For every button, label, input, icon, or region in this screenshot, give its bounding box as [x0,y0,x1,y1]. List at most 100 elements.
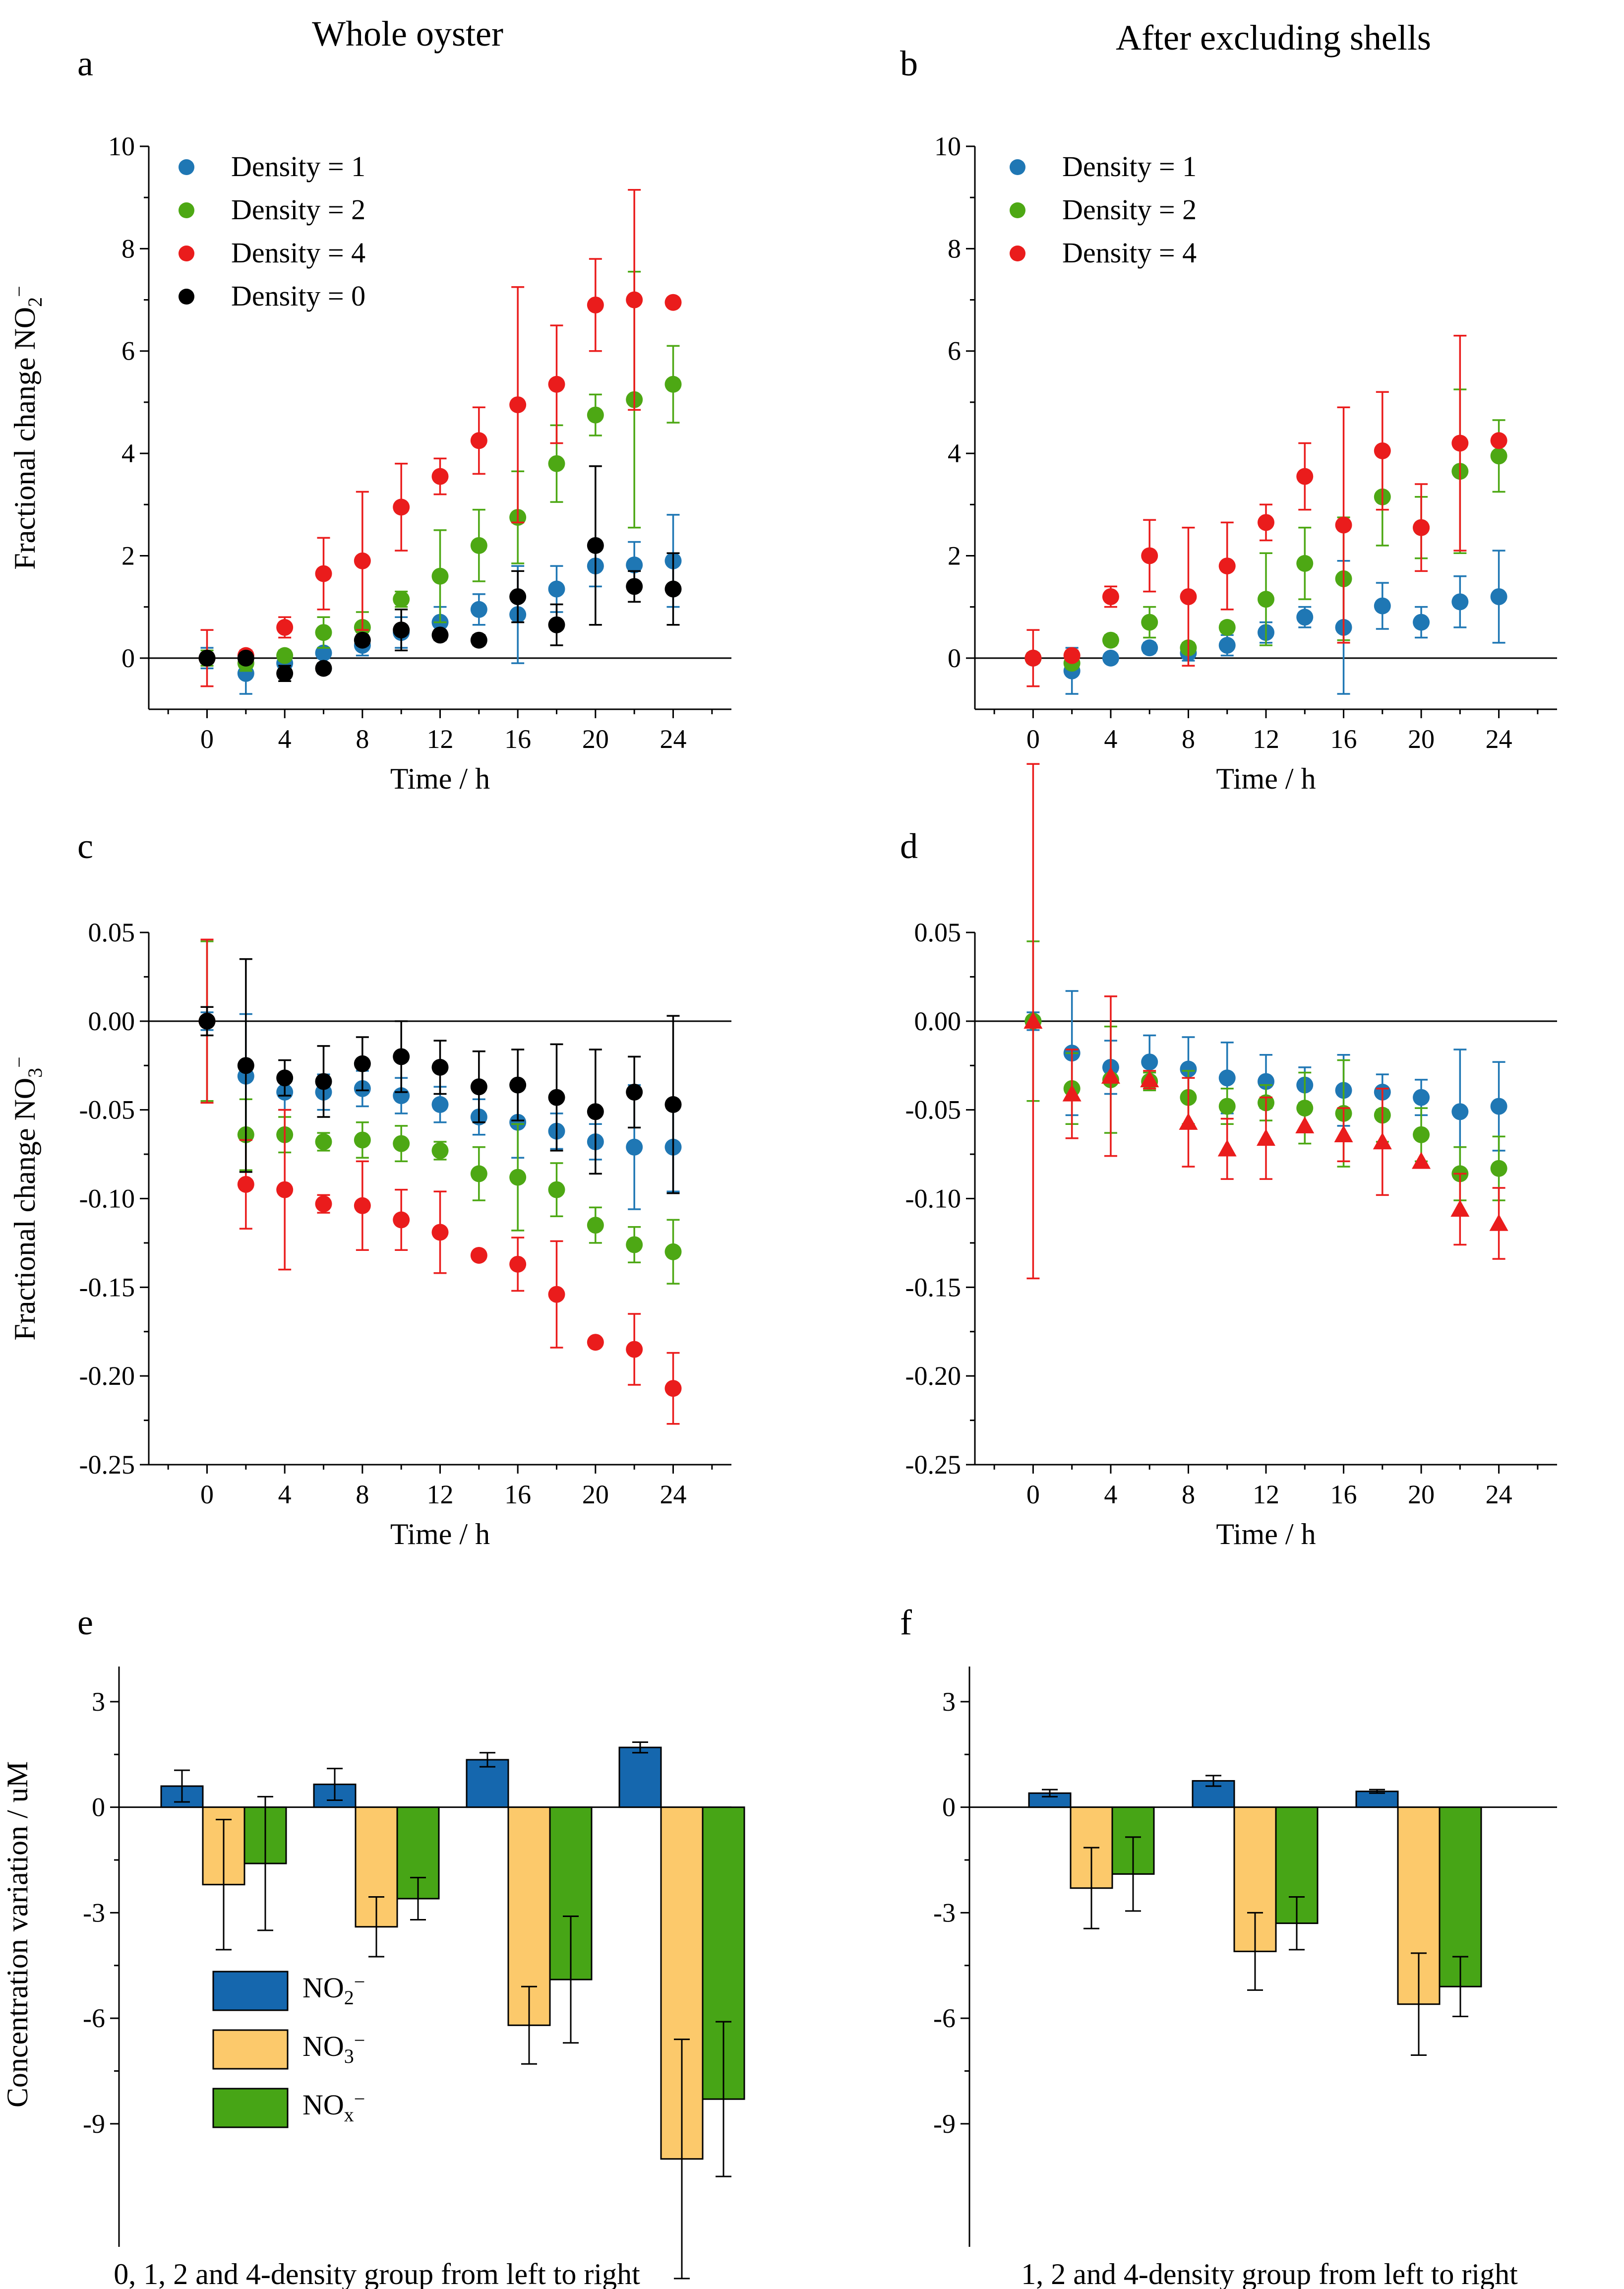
chart-panel-e: 3 0 -3 -6 -9 0, 1, 2 and 4-density group from… [1,1667,745,2289]
text-subscript: x [344,2103,354,2126]
y-tick-label: 0.05 [88,918,135,947]
data-point [1140,1070,1159,1088]
x-tick-label: 24 [1486,1480,1512,1509]
y-tick-label: -9 [83,2109,105,2139]
legend-marker [179,159,194,175]
x-tick-label: 4 [1104,724,1117,754]
y-tick-label: -0.10 [905,1184,961,1214]
y-tick-label: -0.15 [79,1272,135,1302]
legend-swatch [212,2029,289,2070]
data-point [431,626,449,644]
x-axis-label: Time / h [1216,762,1316,795]
data-point [315,565,332,582]
data-point [237,1175,254,1193]
data-point [548,580,565,598]
data-point [1258,591,1274,608]
x-tick-label: 24 [660,724,687,754]
y-tick-label: -0.25 [905,1450,961,1480]
data-point [587,537,604,554]
data-point [1102,588,1119,605]
y-tick-label: 0.00 [914,1006,962,1036]
data-point [1413,1126,1430,1143]
data-point [1179,1113,1198,1130]
y-tick-label: -0.15 [905,1272,961,1302]
y-tick-label: 10 [934,131,961,161]
y-tick-label: 3 [942,1687,956,1717]
data-point [626,1341,643,1358]
data-point [393,1211,410,1229]
data-point [393,621,410,639]
data-point [1451,1103,1469,1120]
data-point [1335,516,1352,534]
data-point [1490,1160,1507,1177]
x-tick-label: 16 [1330,1480,1357,1509]
data-point [1141,1053,1158,1071]
y-tick-label: 0 [948,643,961,673]
x-axis-label: Time / h [390,762,490,795]
series-density2 [198,271,682,672]
x-tick-label: 0 [1026,1480,1040,1509]
y-tick-label: -0.25 [79,1450,135,1480]
x-tick-label: 0 [1026,724,1040,754]
x-tick-label: 4 [278,724,292,754]
data-point [1413,614,1430,631]
data-point [276,1069,294,1087]
data-point [237,649,254,667]
data-point [664,580,682,598]
data-point [1413,519,1430,536]
data-point [626,291,643,309]
data-point [664,1380,682,1397]
y-tick-label: -9 [933,2109,956,2139]
data-point [276,647,294,664]
bar [355,1806,398,1928]
data-point [1141,547,1158,564]
x-tick-label: 8 [1182,724,1195,754]
data-point [1296,1100,1314,1117]
data-point [1218,1069,1236,1087]
data-point [1490,588,1507,605]
bar [1028,1792,1072,1808]
data-point [1141,639,1158,657]
y-axis-label: Concentration variation / uM [1,1761,34,2107]
text-subscript: 2 [344,1986,354,2009]
y-tick-label: 3 [92,1687,105,1717]
data-point [548,1181,565,1198]
data-point [626,578,643,595]
data-point [276,665,294,682]
y-tick-label: 0.00 [88,1006,135,1036]
series-density0 [198,465,682,682]
text-base: Fractional change NO [8,307,41,570]
x-axis-label: 0, 1, 2 and 4-density group from left to… [114,2258,640,2289]
data-point [1023,1011,1043,1029]
data-point [1102,649,1119,667]
panel-letter-c: c [77,826,93,866]
x-tick-label: 8 [1182,1480,1195,1509]
x-tick-label: 20 [582,724,609,754]
data-point [1101,1066,1120,1084]
x-axis-label: 1, 2 and 4-density group from left to ri… [1021,2258,1518,2289]
data-point [470,1078,487,1096]
chart-panel-c: 0.05 0.00 -0.05 -0.10 -0.15 -0.20 -0.25 0 4 8 12 16… [8,918,731,1550]
panel-letter-a: a [77,44,93,83]
data-point [1217,1139,1237,1157]
y-tick-label: 4 [121,438,135,468]
legend-label: Density = 4 [1062,237,1197,269]
text-superscript: − [354,2029,365,2051]
y-tick-label: 6 [121,336,135,366]
series-density2 [198,940,682,1285]
data-point [509,1255,527,1273]
y-tick-label: -0.20 [905,1361,961,1391]
column-title-excluding-shells: After excluding shells [1116,18,1431,58]
data-point [1295,1116,1315,1134]
x-tick-label: 20 [582,1480,609,1509]
chart-panel-d: 0.05 0.00 -0.05 -0.10 -0.15 -0.20 -0.25 0 4 8 12 16… [905,763,1557,1550]
panel-letter-d: d [900,826,918,866]
y-tick-label: 2 [121,541,135,570]
data-point [393,591,410,608]
data-point [548,455,565,472]
column-title-whole-oyster: Whole oyster [312,14,503,54]
x-axis-label: Time / h [1216,1518,1316,1550]
data-point [509,1169,527,1186]
data-point [664,375,682,393]
